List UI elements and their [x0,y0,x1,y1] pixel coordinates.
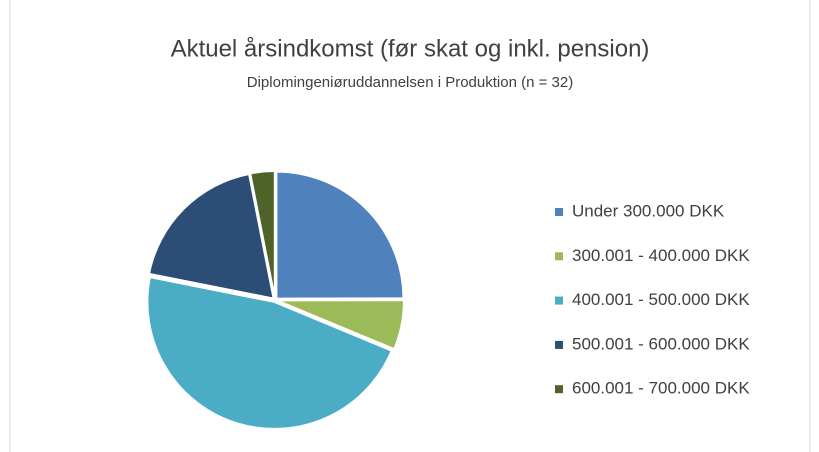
pie-slice [249,170,276,299]
legend-label: Under 300.000 DKK [572,201,725,220]
legend-label: 300.001 - 400.000 DKK [572,246,750,265]
legend-label: 400.001 - 500.000 DKK [572,290,750,309]
legend-label: 600.001 - 700.000 DKK [572,379,750,398]
chart-frame [9,0,811,452]
legend-swatch [555,296,563,305]
legend-swatch [555,385,563,394]
pie-slice [146,275,394,430]
chart-title: Aktuel årsindkomst (før skat og inkl. pe… [171,35,650,62]
legend-swatch [555,252,563,261]
pie-slice [275,170,405,300]
pie-slice [276,299,405,351]
chart-subtitle: Diplomingeniøruddannelsen i Produktion (… [247,74,573,91]
pie-slice [147,172,275,300]
legend-label: 500.001 - 600.000 DKK [572,334,750,353]
legend-swatch [555,208,563,216]
legend-swatch [555,340,563,349]
